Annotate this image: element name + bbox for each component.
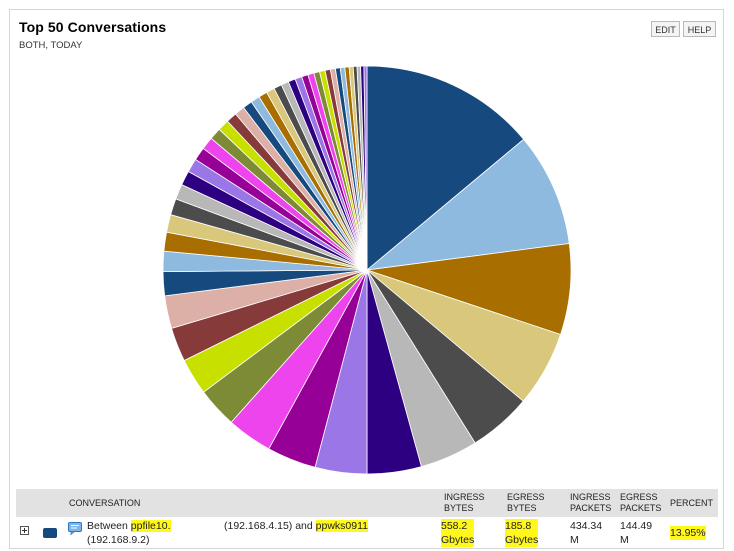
col-percent[interactable]: PERCENT xyxy=(670,498,714,508)
col-ingress-packets[interactable]: INGRESS PACKETS xyxy=(570,492,612,513)
host-a-ip: (192.168.9.2) xyxy=(87,534,150,546)
percent-value: 13.95% xyxy=(670,526,706,540)
host-a-link[interactable]: ppfile10. xyxy=(130,520,171,532)
pie-chart xyxy=(162,65,572,475)
series-color-swatch xyxy=(43,528,57,538)
pie-slice-2[interactable] xyxy=(365,138,570,271)
conversation-icon xyxy=(68,522,82,535)
edit-button[interactable]: EDIT xyxy=(651,21,680,37)
table-row[interactable]: Between ppfile10. (192.168.9.2) (192.168… xyxy=(16,517,718,547)
pie-slice-50[interactable] xyxy=(363,65,368,271)
egress-packets-value: 144.49 M xyxy=(620,520,653,546)
host-b-link[interactable]: ppwks0911 xyxy=(315,520,369,532)
col-egress-packets[interactable]: EGRESS PACKETS xyxy=(620,492,662,513)
expand-icon[interactable] xyxy=(20,526,29,535)
help-button[interactable]: HELP xyxy=(683,21,716,37)
ingress-bytes-value: 558.2 Gbytes xyxy=(441,519,475,547)
col-ingress-bytes[interactable]: INGRESS BYTES xyxy=(444,492,485,513)
host-b-text: (192.168.4.15) and ppwks0911 xyxy=(224,520,369,532)
panel-subtitle: BOTH, TODAY xyxy=(19,40,83,51)
col-conversation[interactable]: CONVERSATION xyxy=(69,498,141,508)
panel-title: Top 50 Conversations xyxy=(19,19,167,35)
table-header: CONVERSATION INGRESS BYTES EGRESS BYTES IN… xyxy=(16,489,718,517)
col-egress-bytes[interactable]: EGRESS BYTES xyxy=(507,492,545,513)
conversation-text: Between ppfile10. xyxy=(87,520,171,532)
egress-bytes-value: 185.8 Gbytes xyxy=(505,519,539,547)
ingress-packets-value: 434.34 M xyxy=(570,520,603,546)
pie-slice-1[interactable] xyxy=(366,65,525,271)
